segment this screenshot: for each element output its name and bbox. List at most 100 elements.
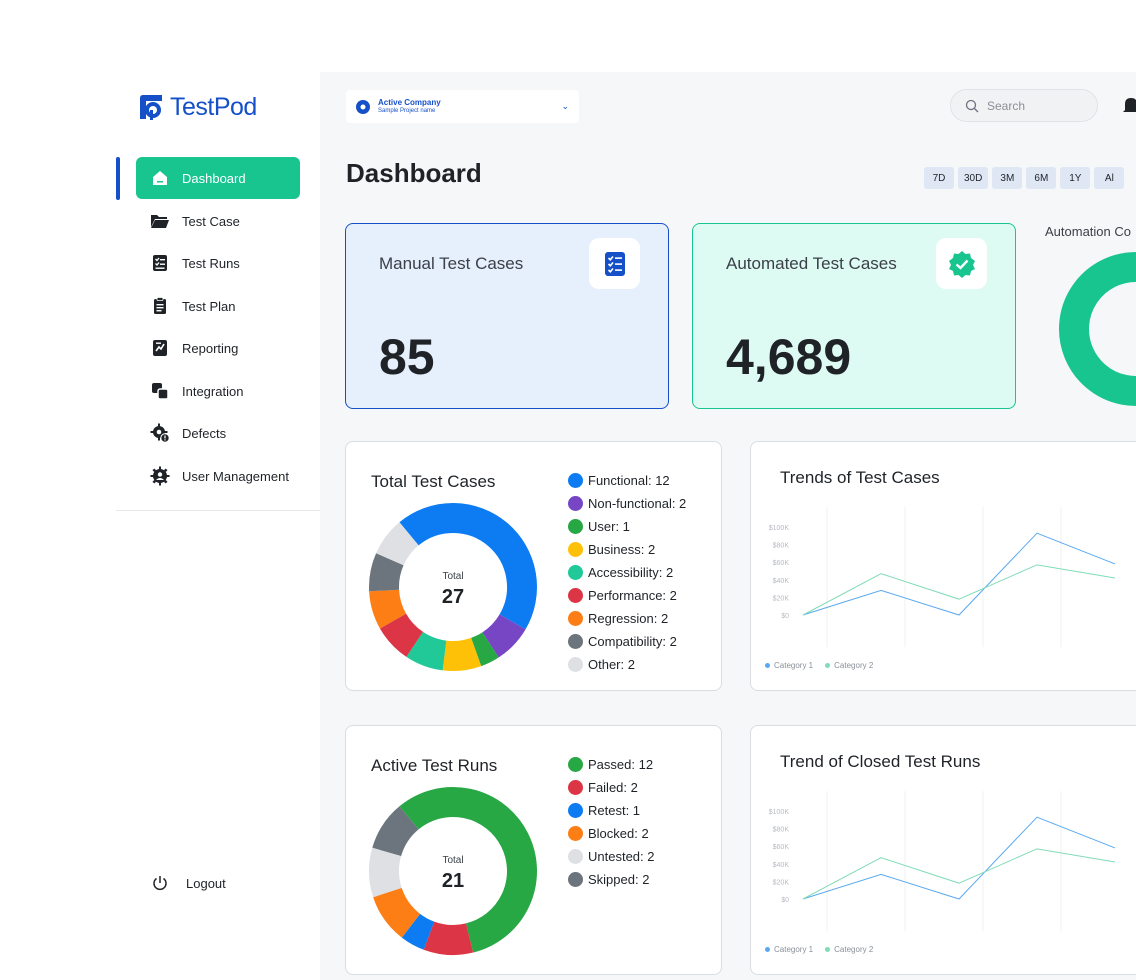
donut-slice-business[interactable] xyxy=(442,637,482,671)
logo[interactable]: TestPod xyxy=(136,92,257,122)
legend-label: Business: 2 xyxy=(588,541,656,557)
legend-dot xyxy=(568,564,583,580)
trends-test-cases-card: Trends of Test Cases $100K $80K $60K $40K $2… xyxy=(750,441,1136,691)
legend-label: Other: 2 xyxy=(588,656,635,672)
main-content: Active Company Sample Project name ⌄ Sea… xyxy=(320,72,1136,980)
legend-item: Failed: 2 xyxy=(568,779,655,795)
donut-slice-skipped[interactable] xyxy=(372,806,420,857)
donut-center-label: Total xyxy=(442,571,463,582)
logout-label: Logout xyxy=(186,875,226,891)
donut-slice-accessibility[interactable] xyxy=(406,631,448,671)
y-tick-label: $60K xyxy=(773,560,790,567)
total-test-cases-donut: Total 27 xyxy=(369,503,537,671)
y-tick-label: $20K xyxy=(773,879,790,886)
y-tick-label: $40K xyxy=(773,862,790,869)
legend-dot xyxy=(568,587,583,603)
chevron-down-icon: ⌄ xyxy=(561,101,569,111)
legend-item: Regression: 2 xyxy=(568,610,686,626)
report-icon xyxy=(150,338,170,358)
company-selector[interactable]: Active Company Sample Project name ⌄ xyxy=(346,90,579,123)
range-30d-button[interactable]: 30D xyxy=(958,167,989,189)
donut-slice-functional[interactable] xyxy=(399,503,537,630)
donut-slice-user[interactable] xyxy=(470,632,499,667)
sidebar-item-label: Dashboard xyxy=(182,170,246,186)
legend-dot xyxy=(568,871,583,887)
user-gear-icon xyxy=(150,466,170,486)
legend-dot xyxy=(568,472,583,488)
donut-slice-retest[interactable] xyxy=(401,913,435,950)
sidebar-item-dashboard[interactable]: Dashboard xyxy=(136,157,300,199)
active-test-runs-donut: Total 21 xyxy=(369,787,537,955)
legend-dot xyxy=(568,848,583,864)
sidebar-item-integration[interactable]: Integration xyxy=(136,370,300,412)
donut-slice-compatibility[interactable] xyxy=(369,553,404,592)
coverage-slice[interactable] xyxy=(1059,252,1136,406)
total-test-cases-card: Total Test Cases Total 27 Functional: 12… xyxy=(345,441,722,691)
sidebar-item-test-plan[interactable]: Test Plan xyxy=(136,285,300,327)
card-title: Active Test Runs xyxy=(371,756,498,775)
logo-text: TestPod xyxy=(170,92,257,121)
sidebar-divider xyxy=(116,510,320,511)
legend-label: Regression: 2 xyxy=(588,610,669,626)
legend-label: Skipped: 2 xyxy=(588,871,650,887)
legend-label: Compatibility: 2 xyxy=(588,633,677,649)
donut-slice-passed[interactable] xyxy=(399,787,537,953)
donut-slice-other[interactable] xyxy=(376,522,420,566)
legend-dot xyxy=(568,541,583,557)
range-7d-button[interactable]: 7D xyxy=(924,167,954,189)
y-tick-label: $80K xyxy=(773,827,790,834)
donut-slice-regression[interactable] xyxy=(369,589,407,629)
active-indicator xyxy=(116,157,120,200)
series-line-category-1 xyxy=(802,532,1116,616)
y-tick-label: $100K xyxy=(769,809,790,816)
legend-dot xyxy=(568,656,583,672)
sidebar-item-reporting[interactable]: Reporting xyxy=(136,327,300,369)
sidebar-item-test-case[interactable]: Test Case xyxy=(136,200,300,242)
active-test-runs-card: Active Test Runs Total 21 Passed: 12 Fail… xyxy=(345,725,722,975)
series-line-category-2 xyxy=(802,848,1116,900)
search-placeholder: Search xyxy=(987,98,1026,113)
trends-line-chart: $100K $80K $60K $40K $20K $0 xyxy=(769,507,1116,647)
sidebar-item-defects[interactable]: Defects xyxy=(136,412,300,454)
donut-slice-performance[interactable] xyxy=(379,613,424,657)
search-input[interactable]: Search xyxy=(950,89,1098,122)
card-title: Trend of Closed Test Runs xyxy=(780,752,981,771)
home-icon xyxy=(150,168,170,188)
y-tick-label: $60K xyxy=(773,844,790,851)
stat-label: Manual Test Cases xyxy=(379,254,524,273)
donut-slice-failed[interactable] xyxy=(423,921,474,955)
donut-slice-untested[interactable] xyxy=(369,847,402,898)
range-all-button[interactable]: Al xyxy=(1094,167,1125,189)
donut-legend: Passed: 12 Failed: 2 Retest: 1 Blocked: 2 Un… xyxy=(568,756,655,887)
stat-value: 4,689 xyxy=(726,329,852,385)
automated-test-cases-card[interactable]: Automated Test Cases 4,689 xyxy=(692,223,1016,409)
legend-dot xyxy=(568,756,583,772)
y-tick-label: $100K xyxy=(769,525,790,532)
line-legend: Category 1 Category 2 xyxy=(765,945,873,954)
donut-center-label: Total xyxy=(442,855,463,866)
legend-item: Compatibility: 2 xyxy=(568,633,686,649)
card-title: Total Test Cases xyxy=(371,472,496,491)
range-1y-button[interactable]: 1Y xyxy=(1060,167,1091,189)
automation-coverage-title: Automation Co xyxy=(1045,224,1131,239)
y-tick-label: $20K xyxy=(773,595,790,602)
legend-item: Passed: 12 xyxy=(568,756,655,772)
legend-category-2: Category 2 xyxy=(825,661,873,670)
legend-item: Other: 2 xyxy=(568,656,686,672)
legend-dot xyxy=(568,825,583,841)
donut-slice-non-functional[interactable] xyxy=(481,613,526,658)
range-6m-button[interactable]: 6M xyxy=(1026,167,1057,189)
manual-test-cases-card[interactable]: Manual Test Cases 85 xyxy=(345,223,669,409)
legend-label: Passed: 12 xyxy=(588,756,654,772)
donut-slice-blocked[interactable] xyxy=(373,887,421,938)
logout-button[interactable]: Logout xyxy=(136,867,226,899)
line-legend: Category 1 Category 2 xyxy=(765,661,873,670)
range-3m-button[interactable]: 3M xyxy=(992,167,1023,189)
legend-label: User: 1 xyxy=(588,518,630,534)
sidebar-item-test-runs[interactable]: Test Runs xyxy=(136,242,300,284)
sidebar-item-user-management[interactable]: User Management xyxy=(136,455,300,497)
sidebar-item-label: Integration xyxy=(182,383,244,399)
clipboard-icon xyxy=(150,296,170,316)
bell-icon[interactable] xyxy=(1122,96,1136,121)
